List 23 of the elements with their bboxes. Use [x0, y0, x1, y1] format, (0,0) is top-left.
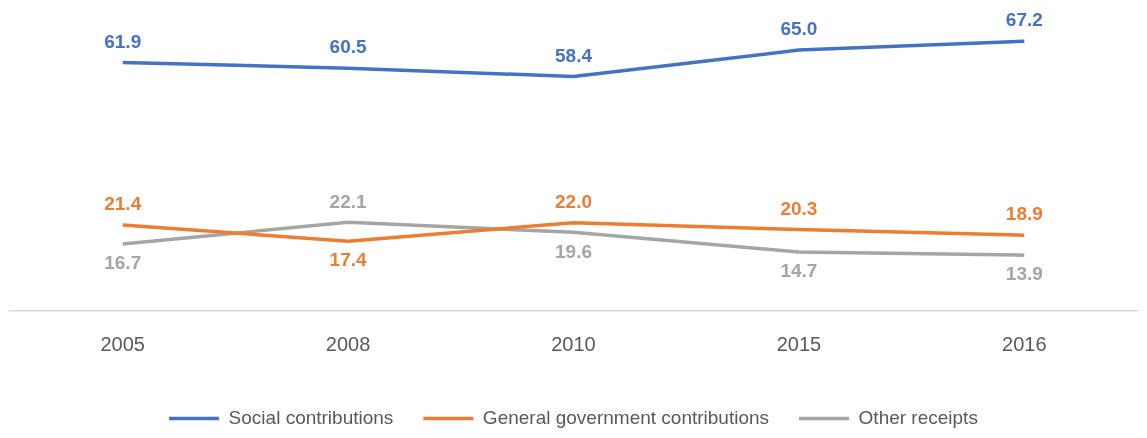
data-label: 16.7: [104, 252, 142, 274]
data-label: 60.5: [329, 36, 368, 58]
data-label: 18.9: [1005, 203, 1043, 225]
x-tick-label: 2008: [325, 332, 371, 355]
x-tick-label: 2016: [1002, 332, 1047, 355]
data-label: 19.6: [555, 240, 592, 262]
data-label: 67.2: [1005, 9, 1043, 31]
x-tick-label: 2005: [100, 332, 145, 355]
legend-label: Social contributions: [228, 406, 394, 428]
data-label: 17.4: [329, 249, 368, 271]
legend-label: Other receipts: [858, 406, 978, 428]
data-label: 20.3: [780, 197, 818, 219]
data-label: 14.7: [780, 260, 818, 282]
legend-label: General government contributions: [482, 406, 770, 428]
data-label: 65.0: [780, 18, 818, 40]
data-label: 61.9: [104, 30, 142, 52]
data-label: 22.0: [555, 190, 592, 212]
x-tick-label: 2010: [551, 332, 596, 355]
data-label: 13.9: [1005, 263, 1043, 285]
data-label: 21.4: [104, 193, 142, 215]
x-tick-label: 2015: [776, 332, 822, 355]
data-label: 22.1: [329, 190, 368, 212]
data-label: 58.4: [555, 44, 593, 66]
